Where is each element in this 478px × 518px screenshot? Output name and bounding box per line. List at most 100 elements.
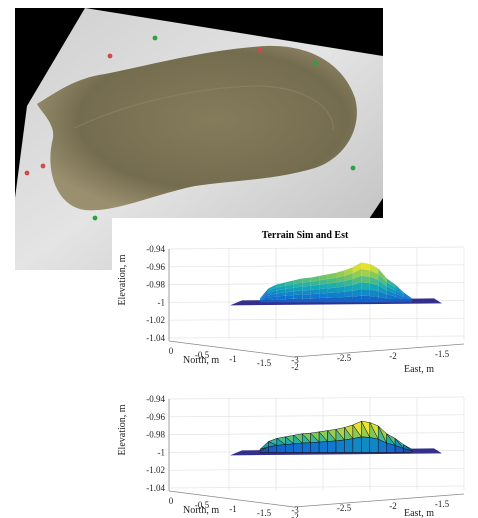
- surface-patch: [386, 278, 396, 288]
- surface-patch: [268, 296, 277, 301]
- north-tick-label: -1.5: [257, 508, 272, 518]
- north-tick-label: -0.5: [195, 350, 210, 360]
- east-tick-label: -3: [291, 505, 299, 515]
- surface-patch: [268, 293, 277, 298]
- surface-patch: [352, 282, 362, 291]
- plot2-north-ticks: 0 -0.5 -1 -1.5 -2: [169, 496, 299, 518]
- surface-patch: [260, 290, 269, 300]
- surface-patch: [378, 285, 387, 295]
- surface-patch: [260, 300, 269, 303]
- surface-patch: [319, 274, 328, 281]
- surface-patch: [386, 298, 396, 303]
- surface-patch: [268, 299, 277, 303]
- surface-patch: [403, 300, 412, 303]
- surface-patch: [403, 294, 412, 300]
- surface-patch: [369, 289, 379, 297]
- surface-patch: [285, 298, 294, 303]
- mesh-plot-bottom: -0.94 -0.96 -0.98 -1 -1.02 -1.04 0 -0.5 -1 -1.5 -…: [117, 394, 465, 518]
- surface-patch: [369, 283, 379, 292]
- marker-dot: [312, 60, 318, 66]
- plot1-z-ticks: -0.94 -0.96 -0.98 -1 -1.02 -1.04: [146, 244, 165, 343]
- mesh-facet: [352, 436, 362, 453]
- surface-patch: [378, 279, 387, 291]
- surface-patch: [302, 294, 311, 299]
- surface-patch: [378, 268, 387, 283]
- surface-patch: [395, 287, 404, 296]
- surface-patch: [386, 290, 396, 297]
- surface-patch: [386, 282, 396, 291]
- mesh-facet: [285, 443, 295, 453]
- surface-patch: [386, 286, 396, 294]
- north-tick-label: -1: [229, 504, 237, 514]
- marker-dot: [257, 47, 263, 53]
- surface-patch: [285, 280, 294, 286]
- surface-patch: [336, 291, 345, 298]
- z-tick-label: -0.96: [146, 412, 165, 422]
- surface-patch: [310, 280, 320, 286]
- surface-patch: [327, 292, 336, 298]
- plot2-z-ticks: -0.94 -0.96 -0.98 -1 -1.02 -1.04: [146, 394, 165, 493]
- plot1-z-label: Elevation, m: [117, 254, 128, 305]
- mesh-facet: [318, 441, 328, 453]
- mesh-facet: [369, 437, 379, 453]
- surface-patch: [336, 281, 345, 288]
- surface-patch: [395, 293, 404, 300]
- chart-title: Terrain Sim and Est: [262, 230, 349, 241]
- surface-patch: [352, 289, 362, 297]
- grid-line: [168, 317, 465, 321]
- surface-patch: [361, 282, 370, 290]
- surface-patch: [268, 287, 277, 294]
- surface-patch: [361, 262, 370, 271]
- surface-patch: [352, 275, 362, 285]
- surface-patch: [327, 287, 336, 294]
- surface-patch: [336, 275, 345, 283]
- surface-patch: [310, 293, 320, 299]
- surface-patch: [293, 278, 303, 285]
- mesh-facet: [361, 436, 371, 453]
- marker-dots: [24, 35, 356, 221]
- surface-patch: [369, 276, 379, 286]
- z-tick-label: -1: [158, 447, 166, 457]
- surface-patch: [268, 290, 277, 296]
- surface-patch: [276, 299, 286, 303]
- surface-patch: [310, 297, 320, 303]
- surface-patch: [260, 295, 269, 302]
- surface-patch: [293, 294, 303, 299]
- surface-patch: [378, 296, 387, 303]
- mesh-facet: [310, 441, 320, 453]
- mesh-facet: [301, 442, 311, 453]
- north-tick-label: 0: [169, 346, 174, 356]
- surface-plot-top: -0.94 -0.96 -0.98 -1 -1.02 -1.04 0 -0.5 -1 -1.5 -…: [117, 244, 465, 375]
- surface-patch: [260, 293, 269, 301]
- surface-patch: [369, 263, 379, 275]
- surface-patch: [327, 297, 336, 303]
- north-tick-label: -1: [229, 354, 237, 364]
- surface-patch: [344, 284, 353, 292]
- marker-dot: [107, 53, 113, 59]
- surface-patch: [276, 295, 286, 300]
- east-tick-label: -2.5: [337, 353, 352, 363]
- surface-patch: [403, 297, 412, 302]
- z-tick-label: -0.98: [146, 430, 165, 440]
- surface-patch: [378, 274, 387, 287]
- plot2-north-label: North, m: [183, 505, 219, 516]
- terrain-figure: Terrain Sim and Est -0.94 -0.96 -0.98 -1 -1.…: [112, 218, 478, 518]
- surface-patch: [395, 296, 404, 301]
- surface-patch: [403, 292, 412, 300]
- grid-line: [168, 467, 465, 471]
- surface-patch: [293, 290, 303, 296]
- surface-patch: [310, 289, 320, 295]
- surface-patch: [344, 278, 353, 287]
- z-tick-label: -1.04: [146, 483, 165, 493]
- surface-patch: [268, 284, 277, 291]
- surface-patch: [302, 285, 311, 291]
- surface-patch: [310, 275, 320, 282]
- marker-dot: [92, 215, 98, 221]
- surface-patch: [260, 297, 269, 302]
- north-axis-line: [168, 340, 295, 358]
- surface-patch: [319, 283, 328, 290]
- plot1-north-label: North, m: [183, 355, 219, 366]
- surface-patch: [361, 269, 370, 277]
- photo-illustration: [15, 8, 383, 270]
- surface-patch: [285, 287, 294, 293]
